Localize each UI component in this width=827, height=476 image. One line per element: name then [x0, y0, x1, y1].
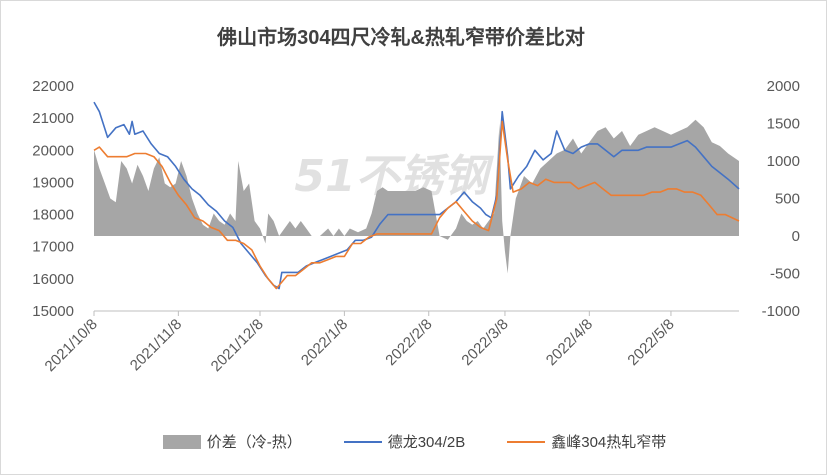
legend-label-xinfeng: 鑫峰304热轧窄带: [551, 434, 667, 451]
y-right-tick-label: 0: [792, 228, 800, 245]
legend-item-delong: 德龙304/2B: [343, 431, 466, 452]
y-left-tick-label: 15000: [32, 303, 74, 320]
x-tick-label: 2022/1/8: [298, 316, 351, 369]
legend: 价差（冷-热） 德龙304/2B 鑫峰304热轧窄带: [1, 431, 827, 452]
x-tick-label: 2022/2/8: [382, 316, 435, 369]
y-right-tick-label: 2000: [767, 78, 800, 95]
legend-item-spread: 价差（冷-热）: [162, 431, 302, 452]
y-left-tick-label: 17000: [32, 239, 74, 256]
legend-swatch-xinfeng: [507, 440, 546, 443]
legend-item-xinfeng: 鑫峰304热轧窄带: [507, 431, 666, 452]
x-tick-label: 2021/11/8: [127, 316, 185, 374]
legend-swatch-delong: [343, 440, 382, 443]
legend-label-delong: 德龙304/2B: [387, 434, 466, 451]
y-right-tick-label: -1000: [762, 303, 800, 320]
y-left-tick-label: 18000: [32, 207, 74, 224]
chart-title: 佛山市场304四尺冷轧&热轧窄带价差比对: [217, 27, 585, 49]
x-tick-label: 2022/5/8: [624, 316, 677, 369]
y-right-tick-label: 1000: [767, 153, 800, 170]
y-left-tick-label: 19000: [32, 174, 74, 191]
x-tick-label: 2021/10/8: [42, 316, 101, 375]
y-left-tick-label: 16000: [32, 271, 74, 288]
x-tick-label: 2021/12/8: [208, 316, 267, 375]
y-right-tick-label: -500: [770, 266, 800, 283]
x-tick-label: 2022/4/8: [543, 316, 596, 369]
series-line-xinfeng: [93, 120, 740, 290]
series-area-spread: [94, 119, 739, 274]
legend-swatch-spread: [162, 434, 201, 449]
series-line-delong: [93, 101, 740, 290]
y-right-tick-label: 1500: [767, 116, 800, 133]
y-left-tick-label: 21000: [32, 110, 74, 127]
legend-label-spread: 价差（冷-热）: [206, 434, 302, 451]
y-right-tick-label: 500: [775, 191, 800, 208]
y-left-tick-label: 20000: [32, 142, 74, 159]
y-left-tick-label: 22000: [32, 78, 74, 95]
x-tick-label: 2022/3/8: [458, 316, 511, 369]
